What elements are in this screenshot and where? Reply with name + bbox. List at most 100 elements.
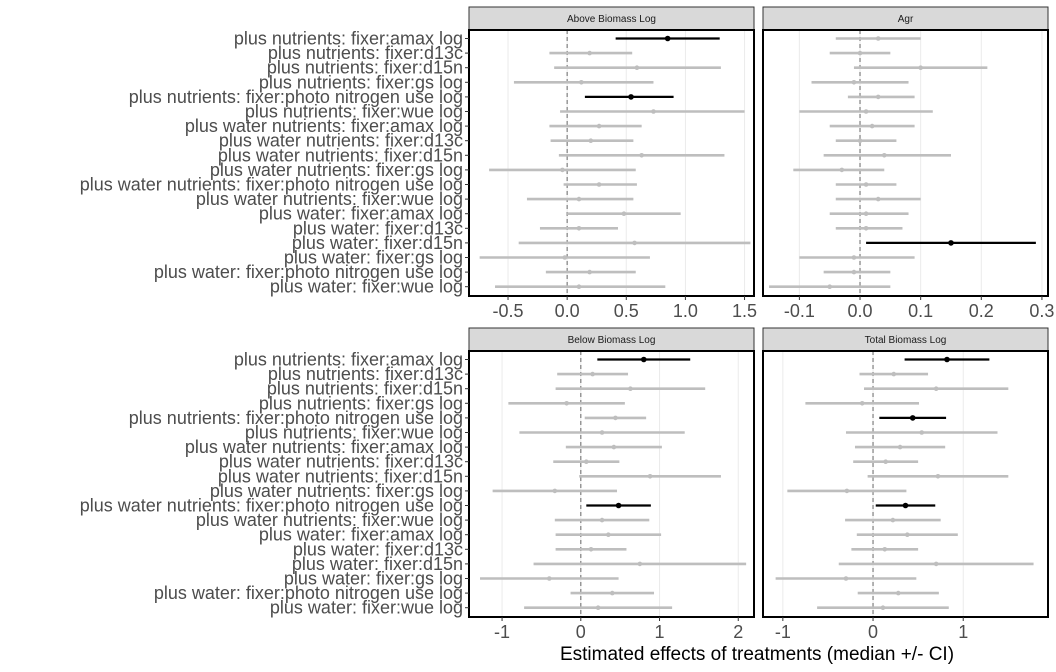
median-point: [857, 138, 863, 143]
median-point: [863, 226, 869, 231]
median-point: [599, 430, 605, 435]
y-tick-label: plus nutrients: fixer:d13c: [268, 43, 463, 63]
median-point: [863, 182, 869, 187]
x-tick-label: -1: [775, 622, 791, 642]
panel-title: Above Biomass Log: [567, 14, 656, 25]
y-tick-label: plus nutrients: fixer:d15n: [267, 58, 463, 78]
panel-1: Agr -0.1 0.0 0.1 0.2 0.3: [762, 6, 1054, 321]
median-point: [890, 517, 896, 523]
y-tick-label: plus water: fixer:wue log: [270, 598, 463, 618]
panel-title: Agr: [898, 14, 914, 25]
median-point: [863, 211, 869, 216]
median-point: [560, 167, 565, 173]
median-point: [851, 269, 857, 275]
median-point: [634, 65, 640, 70]
y-tick-label: plus water: fixer:amax log: [259, 204, 463, 224]
y-tick-label: plus nutrients: fixer:gs log: [259, 393, 463, 413]
median-point: [827, 284, 833, 290]
y-tick-label: plus nutrients: fixer:gs log: [259, 72, 463, 92]
median-point: [584, 459, 589, 465]
x-axis-title: Estimated effects of treatments (median …: [560, 644, 954, 665]
y-tick-label: plus nutrients: fixer:amax log: [234, 350, 463, 370]
median-point: [596, 182, 602, 187]
y-tick-label: plus water nutrients: fixer:d15n: [218, 466, 463, 486]
median-point: [576, 226, 582, 231]
median-point: [599, 517, 605, 523]
median-point: [609, 590, 615, 596]
median-point: [883, 459, 888, 465]
y-tick-label: plus water: fixer:photo nitrogen use log: [154, 583, 463, 603]
median-point: [588, 138, 594, 143]
median-point: [880, 605, 886, 610]
median-point: [590, 371, 595, 377]
median-point: [579, 80, 584, 85]
median-point: [628, 94, 634, 100]
panel-border: [762, 350, 1049, 618]
x-tick-label: 0.0: [555, 301, 580, 321]
y-tick-label: plus water nutrients: fixer:d13c: [219, 131, 463, 151]
panel-2: Below Biomass Log -1 0 1 2 plus nutrients: fi…: [80, 327, 755, 642]
y-tick-label: plus water: fixer:d15n: [292, 554, 463, 574]
x-tick-label: 0.2: [969, 301, 994, 321]
y-tick-label: plus nutrients: fixer:wue log: [245, 102, 463, 122]
median-point: [902, 502, 909, 509]
x-tick-label: 0.3: [1029, 301, 1054, 321]
median-point: [863, 109, 869, 114]
median-point: [935, 474, 941, 479]
x-tick-label: -0.1: [784, 301, 815, 321]
x-tick-label: 1: [958, 622, 968, 642]
median-point: [933, 386, 939, 392]
median-point: [664, 35, 671, 42]
median-point: [918, 65, 923, 70]
y-tick-label: plus nutrients: fixer:d15n: [267, 379, 463, 399]
x-tick-label: 0: [576, 622, 586, 642]
median-point: [933, 561, 939, 567]
x-tick-label: 0: [868, 622, 878, 642]
median-point: [857, 50, 863, 56]
median-point: [869, 123, 875, 129]
median-point: [839, 167, 845, 173]
median-point: [613, 415, 618, 421]
y-tick-label: plus water: fixer:d13c: [293, 218, 463, 238]
panel-border: [468, 350, 755, 618]
y-tick-label: plus water nutrients: fixer:photo nitrog…: [80, 175, 463, 195]
median-point: [639, 153, 644, 158]
median-point: [640, 356, 647, 363]
x-tick-label: 0.0: [848, 301, 873, 321]
panel-title: Total Biomass Log: [865, 335, 947, 346]
median-point: [562, 255, 568, 260]
y-tick-label: plus water: fixer:gs log: [284, 248, 463, 268]
median-point: [576, 284, 582, 290]
median-point: [632, 240, 637, 246]
median-point: [875, 36, 881, 41]
median-point: [621, 211, 627, 216]
y-tick-label: plus nutrients: fixer:amax log: [234, 29, 463, 49]
median-point: [905, 532, 910, 537]
median-point: [859, 401, 865, 406]
y-tick-label: plus nutrients: fixer:wue log: [245, 423, 463, 443]
median-point: [875, 94, 881, 100]
y-tick-label: plus nutrients: fixer:photo nitrogen use…: [129, 87, 463, 107]
median-point: [615, 502, 622, 509]
median-point: [895, 590, 901, 596]
median-point: [588, 547, 594, 552]
median-point: [552, 488, 558, 494]
y-tick-label: plus water nutrients: fixer:photo nitrog…: [80, 496, 463, 516]
y-tick-label: plus water: fixer:photo nitrogen use log: [154, 262, 463, 282]
panel-title: Below Biomass Log: [568, 335, 656, 346]
median-point: [547, 576, 552, 581]
median-point: [651, 109, 656, 114]
y-tick-label: plus nutrients: fixer:d13c: [268, 364, 463, 384]
x-tick-label: 1.5: [732, 301, 757, 321]
y-tick-label: plus water: fixer:d13c: [293, 539, 463, 559]
x-tick-label: -1: [494, 622, 510, 642]
median-point: [843, 576, 849, 581]
y-tick-label: plus water nutrients: fixer:d15n: [218, 145, 463, 165]
median-point: [595, 605, 601, 610]
x-tick-label: 0.5: [614, 301, 639, 321]
x-tick-label: 1.0: [673, 301, 698, 321]
x-tick-label: 2: [733, 622, 743, 642]
y-tick-label: plus water: fixer:amax log: [259, 525, 463, 545]
y-tick-label: plus water nutrients: fixer:wue log: [196, 189, 463, 209]
